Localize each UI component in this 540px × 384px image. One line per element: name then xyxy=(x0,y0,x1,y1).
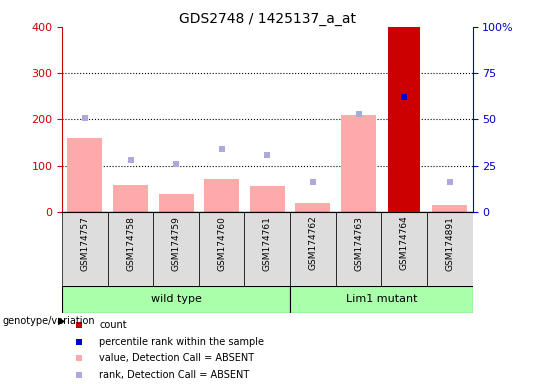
Text: GSM174764: GSM174764 xyxy=(400,216,409,270)
Title: GDS2748 / 1425137_a_at: GDS2748 / 1425137_a_at xyxy=(179,12,356,26)
Text: wild type: wild type xyxy=(151,295,201,305)
Bar xyxy=(204,179,239,212)
Bar xyxy=(153,212,199,286)
Bar xyxy=(62,286,290,313)
Text: GSM174759: GSM174759 xyxy=(172,216,180,270)
Bar xyxy=(427,212,472,286)
Bar xyxy=(62,212,107,286)
Bar xyxy=(199,212,245,286)
Text: rank, Detection Call = ABSENT: rank, Detection Call = ABSENT xyxy=(99,370,249,380)
Bar xyxy=(159,194,194,212)
Bar xyxy=(290,212,336,286)
Bar xyxy=(245,212,290,286)
Bar xyxy=(388,27,420,212)
Bar xyxy=(68,138,103,212)
Text: ▶: ▶ xyxy=(58,316,66,326)
Text: percentile rank within the sample: percentile rank within the sample xyxy=(99,337,264,347)
Bar xyxy=(249,187,285,212)
Text: GSM174762: GSM174762 xyxy=(308,216,318,270)
Bar xyxy=(336,212,381,286)
Bar xyxy=(107,212,153,286)
Bar xyxy=(295,203,330,212)
Text: GSM174757: GSM174757 xyxy=(80,216,90,270)
Text: GSM174891: GSM174891 xyxy=(445,216,454,270)
Text: genotype/variation: genotype/variation xyxy=(3,316,96,326)
Text: Lim1 mutant: Lim1 mutant xyxy=(346,295,417,305)
Bar xyxy=(341,115,376,212)
Bar xyxy=(113,185,148,212)
Text: GSM174763: GSM174763 xyxy=(354,216,363,270)
Text: count: count xyxy=(99,320,127,330)
Text: GSM174758: GSM174758 xyxy=(126,216,135,270)
Text: GSM174761: GSM174761 xyxy=(263,216,272,270)
Bar xyxy=(432,205,467,212)
Text: GSM174760: GSM174760 xyxy=(217,216,226,270)
Bar xyxy=(381,212,427,286)
Text: value, Detection Call = ABSENT: value, Detection Call = ABSENT xyxy=(99,353,254,363)
Bar xyxy=(290,286,472,313)
